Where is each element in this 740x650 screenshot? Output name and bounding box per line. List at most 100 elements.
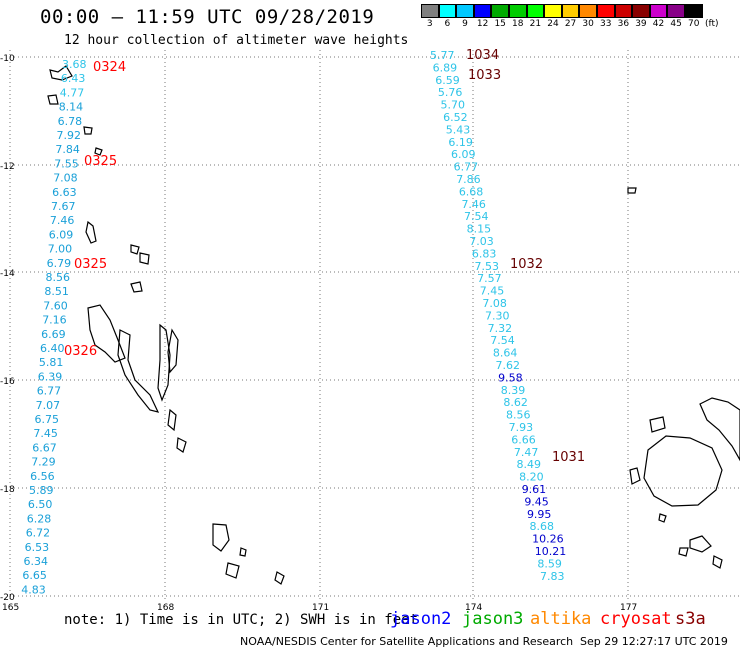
track-value-label: 7.55: [54, 157, 79, 170]
scale-bin: 39: [632, 4, 650, 29]
lat-label: -14: [0, 269, 15, 279]
track-value-label: 7.08: [482, 297, 507, 310]
track-value-label: 7.93: [509, 421, 533, 434]
track-value-label: 5.76: [438, 86, 463, 99]
scale-label: 9: [462, 19, 468, 29]
cryosat-track: 3.686.434.77 8.146.787.927.847.55 7.086.63…: [21, 58, 126, 596]
track-value-label: 5.43: [446, 123, 471, 136]
track-value-label: 7.54: [464, 210, 489, 223]
lon-label: 177: [620, 603, 637, 613]
track-value-label: 9.45: [524, 495, 549, 508]
track-value-label: 6.69: [41, 328, 66, 341]
scale-swatch: [579, 4, 597, 18]
scale-bin: 12: [473, 4, 492, 29]
track-value-label: 9.61: [522, 483, 547, 496]
track-value-label: 6.09: [451, 148, 476, 161]
lon-label: 174: [465, 603, 482, 613]
scale-label: 45: [670, 19, 682, 29]
scale-bin: 33: [596, 4, 615, 29]
track-value-label: 9.95: [527, 508, 552, 521]
scale-swatch: [508, 4, 527, 18]
track-value-label: 10.26: [532, 533, 564, 546]
track-value-label: 6.63: [52, 186, 77, 199]
track-value-label: 10.21: [535, 545, 567, 558]
scale-swatch: [491, 4, 509, 18]
scale-swatch: [438, 4, 457, 18]
scale-bin: 27: [561, 4, 580, 29]
track-value-label: 7.45: [33, 427, 58, 440]
time-tag: 1033: [468, 68, 501, 83]
scale-label: 15: [494, 19, 506, 29]
coastline-island: [85, 220, 97, 244]
map-title: 00:00 – 11:59 UTC 09/28/2019: [40, 6, 375, 28]
scale-swatch: [667, 4, 685, 18]
lat-label: -12: [0, 162, 15, 172]
track-value-label: 6.79: [47, 257, 72, 270]
scale-label: 18: [512, 19, 524, 29]
track-value-label: 8.68: [530, 520, 555, 533]
track-value-label: 6.52: [443, 111, 468, 124]
satellite-legend-item: jason3: [462, 609, 524, 629]
time-tag: 1031: [552, 450, 585, 465]
track-value-label: 6.34: [24, 555, 49, 568]
coastline-island: [274, 571, 285, 585]
track-value-label: 8.14: [59, 101, 83, 114]
track-value-label: 4.83: [21, 583, 46, 596]
track-value-label: 7.53: [475, 260, 500, 273]
satellite-legend-item: s3a: [675, 609, 706, 629]
scale-bin: 70: [684, 4, 703, 29]
scale-bin: 21: [526, 4, 545, 29]
credit-text: NOAA/NESDIS Center for Satellite Applica…: [240, 635, 574, 648]
coastline-island: [643, 435, 723, 507]
track-value-label: 5.70: [440, 99, 465, 112]
scale-label: 30: [582, 19, 594, 29]
scale-label: 70: [687, 19, 700, 29]
track-value-label: 7.00: [48, 243, 72, 256]
track-value-label: 7.57: [477, 272, 502, 285]
track-value-label: 6.28: [27, 512, 52, 525]
coastline-island: [47, 94, 59, 105]
scale-swatch: [473, 4, 492, 18]
scale-swatch: [596, 4, 615, 18]
track-value-label: 6.67: [32, 441, 57, 454]
track-value-label: 7.29: [31, 456, 56, 469]
track-value-label: 6.53: [25, 541, 49, 554]
scale-bin: 3: [421, 4, 439, 29]
coastline-island: [167, 408, 177, 432]
color-scale-unit: (ft): [705, 19, 719, 29]
scale-label: 39: [635, 19, 647, 29]
track-value-label: 7.92: [57, 129, 82, 142]
track-value-label: 7.08: [53, 172, 77, 185]
track-value-label: 6.68: [459, 185, 484, 198]
lat-label: -18: [0, 485, 15, 495]
scale-bin: 30: [579, 4, 597, 29]
track-value-label: 7.46: [50, 214, 75, 227]
coastline-island: [117, 329, 160, 413]
scale-swatch: [544, 4, 562, 18]
time-tag: 1032: [510, 257, 543, 272]
track-value-label: 7.86: [456, 173, 481, 186]
scale-label: 21: [529, 19, 542, 29]
track-value-label: 8.49: [516, 458, 541, 471]
track-value-label: 7.45: [480, 285, 505, 298]
track-value-label: 7.32: [488, 322, 513, 335]
scale-swatch: [526, 4, 545, 18]
track-value-label: 7.83: [540, 570, 565, 583]
coastline-island: [689, 535, 712, 553]
track-value-label: 6.75: [35, 413, 60, 426]
lat-lon-grid: [9, 50, 740, 600]
track-value-label: 6.43: [61, 72, 86, 85]
track-value-label: 6.89: [433, 61, 458, 74]
time-tag: 0325: [74, 257, 107, 272]
track-value-label: 7.30: [485, 309, 510, 322]
track-value-label: 6.56: [30, 470, 54, 483]
track-value-label: 8.51: [44, 285, 69, 298]
scale-label: 12: [476, 19, 489, 29]
scale-label: 27: [564, 19, 577, 29]
time-tag: 0326: [64, 344, 97, 359]
scale-label: 42: [652, 19, 665, 29]
coastline-island: [629, 467, 641, 485]
track-value-label: 7.07: [36, 399, 61, 412]
track-value-label: 7.46: [461, 198, 486, 211]
lon-label: 171: [312, 603, 329, 613]
